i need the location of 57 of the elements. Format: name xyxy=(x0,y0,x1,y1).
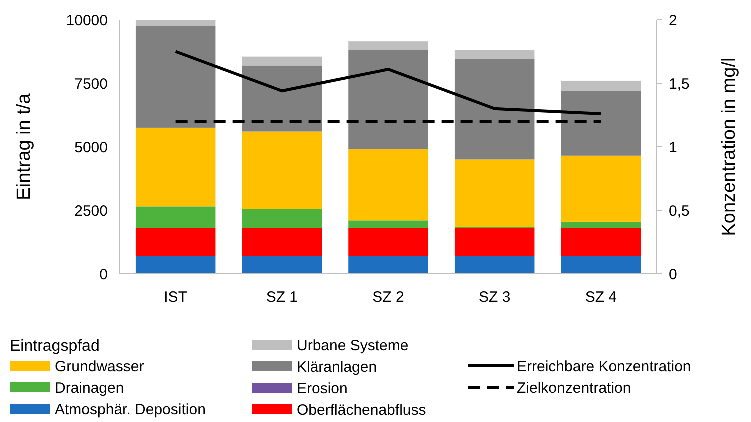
bar xyxy=(348,50,428,150)
y2-tick-label: 2 xyxy=(669,12,678,30)
legend-label: Erreichbare Konzentration xyxy=(517,358,692,376)
y2-tick-label: 1,5 xyxy=(669,76,690,93)
bar xyxy=(242,66,322,132)
bar xyxy=(561,228,642,256)
bar xyxy=(136,206,216,228)
bar xyxy=(348,42,428,50)
legend-label: Kläranlagen xyxy=(297,358,378,376)
x-tick-label: SZ 3 xyxy=(478,289,511,306)
y-tick-label: 5000 xyxy=(74,139,108,156)
bar xyxy=(454,160,535,228)
y2-tick-label: 0,5 xyxy=(669,202,690,220)
x-tick-label: SZ 1 xyxy=(266,289,298,306)
x-tick-label: SZ 2 xyxy=(372,289,404,306)
legend-label: Urbane Systeme xyxy=(297,337,409,354)
bar xyxy=(242,209,322,228)
bar xyxy=(136,228,216,256)
y-tick-label: 7500 xyxy=(74,76,108,93)
y-tick-label: 2500 xyxy=(74,202,108,220)
bar xyxy=(348,256,428,274)
bar xyxy=(242,56,322,66)
bar xyxy=(348,220,428,228)
bar xyxy=(561,80,642,92)
bar xyxy=(561,222,642,228)
x-tick-label: SZ 4 xyxy=(585,289,618,306)
legend-title: Eintragspfad xyxy=(10,338,100,355)
x-tick-label: IST xyxy=(164,289,188,306)
y2-tick-label: 0 xyxy=(669,266,678,284)
y-axis-title: Eintrag in t/a xyxy=(14,93,35,200)
y2-axis-title: Konzentration in mg/l xyxy=(719,58,740,236)
bar xyxy=(454,228,535,256)
bar xyxy=(561,91,642,156)
bar xyxy=(561,156,642,222)
bar xyxy=(136,20,216,26)
legend-label: Atmosphär. Deposition xyxy=(55,401,206,418)
y-tick-label: 0 xyxy=(100,266,108,284)
y-tick-label: 10000 xyxy=(66,12,108,30)
bar xyxy=(348,228,428,256)
bar xyxy=(454,50,535,60)
bar xyxy=(242,228,322,256)
bar xyxy=(242,256,322,274)
legend-label: Grundwasser xyxy=(55,358,144,376)
line-series xyxy=(174,50,603,116)
y2-tick-label: 1 xyxy=(669,139,678,156)
legend-label: Erosion xyxy=(297,380,348,398)
bar xyxy=(454,256,535,274)
legend-label: Oberflächenabfluss xyxy=(297,402,426,419)
legend-label: Zielkonzentration xyxy=(517,380,632,397)
legend-label: Drainagen xyxy=(55,380,124,397)
bar xyxy=(136,128,216,207)
bar xyxy=(561,256,642,274)
bar xyxy=(454,59,535,160)
bar xyxy=(136,256,216,274)
bar xyxy=(136,26,216,128)
bar xyxy=(242,132,322,210)
bar xyxy=(348,150,428,221)
